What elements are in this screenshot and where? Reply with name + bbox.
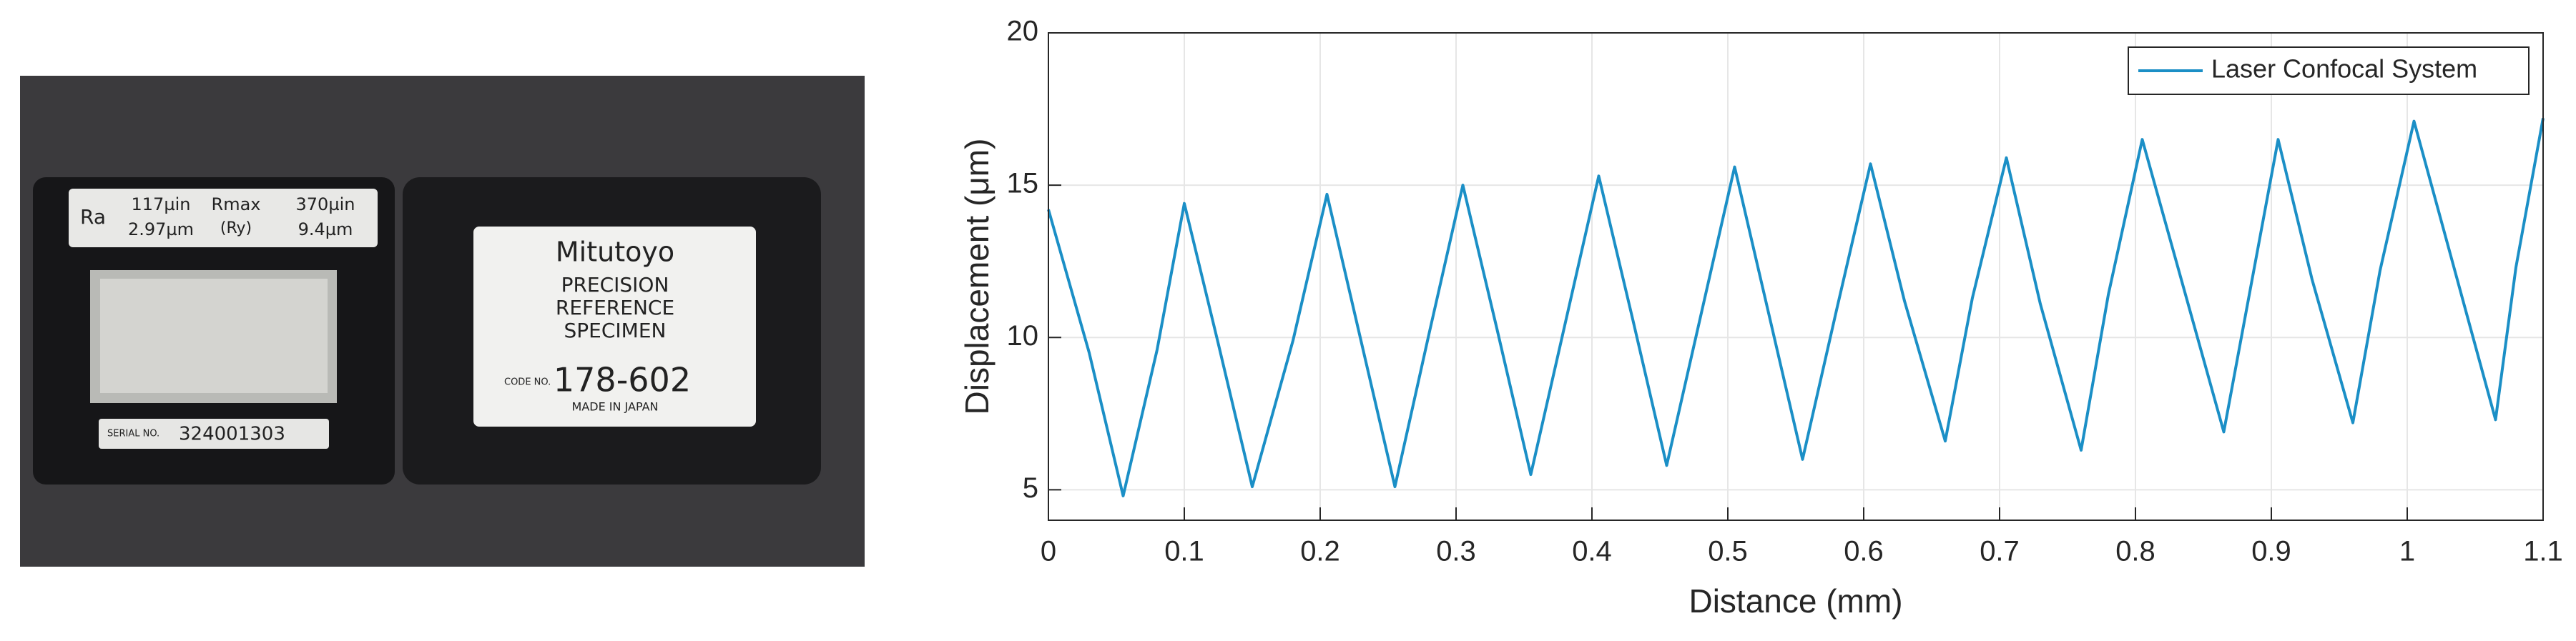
chart: Distance (mm) Displacement (μm) 0 0.1 0.2 0…: [958, 16, 2563, 620]
y-tick-label: 5: [1023, 472, 1038, 504]
serial-number: 324001303: [179, 424, 285, 445]
x-tick-label: 0.2: [1300, 536, 1340, 567]
x-tick-label: 0.6: [1844, 536, 1884, 567]
ra-um: 2.97µm: [128, 219, 194, 239]
ry-label: (Ry): [220, 219, 252, 237]
data-line: [1047, 118, 2545, 497]
x-tick-label: 1: [2399, 536, 2415, 567]
serial-caption: SERIAL NO.: [107, 429, 159, 439]
photo: Ra 117µin 2.97µm Rmax (Ry) 370µin 9.4µm …: [20, 76, 865, 567]
x-tick-label: 0.8: [2115, 536, 2155, 567]
rmax-in: 370µin: [296, 194, 355, 214]
y-tick-label: 15: [1007, 168, 1039, 199]
serial-label: [99, 419, 329, 449]
code-caption: CODE NO.: [504, 377, 551, 388]
x-tick-label: 0.9: [2251, 536, 2291, 567]
y-tick-label: 20: [1007, 16, 1039, 47]
rmax-um: 9.4µm: [298, 219, 353, 239]
brand-label: [473, 227, 756, 427]
x-tick-label: 0: [1041, 536, 1056, 567]
y-axis-label: Displacement (μm): [958, 139, 996, 415]
label-line-2: REFERENCE: [556, 296, 674, 319]
brand: Mitutoyo: [556, 237, 674, 268]
plot-frame: [1048, 32, 2544, 521]
label-line-3: SPECIMEN: [564, 319, 667, 342]
x-axis-label: Distance (mm): [1688, 582, 1902, 620]
x-tick-label: 0.1: [1164, 536, 1204, 567]
plot-area: [1048, 33, 2543, 520]
x-tick-label: 1.1: [2523, 536, 2563, 567]
x-tick-label: 0.3: [1436, 536, 1476, 567]
ra-label: Ra: [80, 205, 106, 229]
spec-label: [69, 189, 378, 247]
specimen-surface: [100, 279, 328, 393]
code: 178-602: [554, 361, 691, 399]
rmax-label: Rmax: [212, 194, 261, 214]
ra-in: 117µin: [132, 194, 191, 214]
x-tick-label: 0.5: [1708, 536, 1748, 567]
x-tick-label: 0.4: [1572, 536, 1612, 567]
origin: MADE IN JAPAN: [572, 400, 659, 414]
legend-label: Laser Confocal System: [2211, 54, 2477, 84]
y-tick-label: 10: [1007, 320, 1039, 352]
label-line-1: PRECISION: [561, 273, 669, 297]
x-tick-label: 0.7: [1980, 536, 2020, 567]
